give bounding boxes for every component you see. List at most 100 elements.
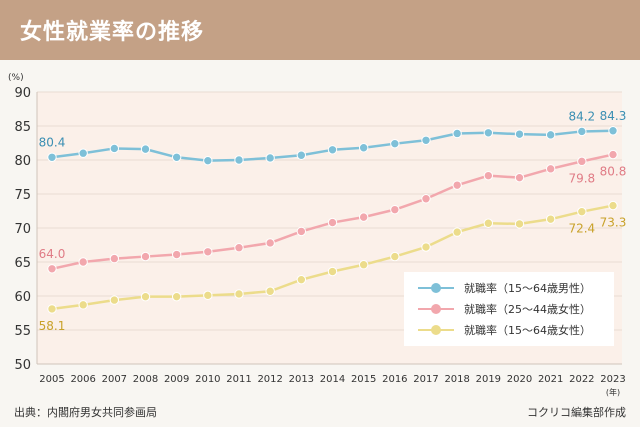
data-point bbox=[47, 152, 57, 162]
data-point bbox=[421, 135, 431, 145]
data-point bbox=[203, 247, 213, 257]
x-tick-label: 2017 bbox=[413, 374, 438, 385]
y-tick-label: 75 bbox=[14, 188, 31, 203]
data-point bbox=[296, 274, 307, 285]
line-chart: 50 55 60 65 70 75 80 85 90 (%) 2005 2006 2007 2008 200… bbox=[0, 60, 640, 400]
y-tick-label: 80 bbox=[14, 154, 31, 169]
data-point bbox=[265, 153, 275, 163]
data-point bbox=[234, 155, 244, 165]
data-point bbox=[545, 214, 556, 224]
x-tick-label: 2007 bbox=[102, 374, 127, 385]
data-point bbox=[265, 238, 275, 248]
page-title: 女性就業率の推移 bbox=[20, 20, 205, 45]
legend-swatch bbox=[418, 303, 454, 315]
x-tick-label: 2010 bbox=[195, 374, 220, 385]
x-tick-label: 2021 bbox=[538, 374, 563, 385]
legend-swatch bbox=[418, 324, 454, 336]
data-point bbox=[421, 194, 431, 204]
data-label: 79.8 bbox=[568, 171, 595, 185]
legend: 就職率（15～64歳男性） 就職率（25～44歳女性） 就職率（15～64歳女性… bbox=[404, 272, 614, 346]
source-note: 出典：内閣府男女共同参画局 bbox=[14, 406, 157, 419]
data-label: 72.4 bbox=[568, 222, 595, 236]
x-tick-label: 2008 bbox=[133, 374, 158, 385]
data-point bbox=[514, 129, 525, 139]
y-tick-label: 60 bbox=[14, 290, 31, 305]
data-point bbox=[109, 295, 120, 305]
data-point bbox=[608, 126, 618, 136]
data-point bbox=[390, 138, 400, 149]
data-point bbox=[514, 219, 525, 229]
y-tick-label: 50 bbox=[14, 358, 31, 373]
data-point bbox=[327, 266, 338, 277]
x-tick-label: 2013 bbox=[289, 374, 314, 385]
y-tick-label: 90 bbox=[14, 86, 31, 101]
x-axis-unit: (年) bbox=[606, 387, 620, 397]
legend-dot bbox=[431, 283, 441, 293]
data-point bbox=[452, 180, 462, 190]
data-point bbox=[78, 257, 88, 267]
data-point bbox=[514, 172, 525, 183]
data-point bbox=[327, 217, 338, 228]
data-point bbox=[483, 218, 494, 228]
legend-label: 就職率（15～64歳女性） bbox=[464, 324, 591, 337]
legend-item: 就職率（25～44歳女性） bbox=[418, 299, 591, 319]
data-point bbox=[234, 289, 244, 299]
title-banner: 女性就業率の推移 bbox=[0, 0, 640, 60]
data-point bbox=[608, 149, 618, 160]
data-point bbox=[171, 291, 182, 302]
x-tick-label: 2023 bbox=[600, 374, 625, 385]
legend-dot bbox=[431, 304, 441, 314]
data-label: 64.0 bbox=[39, 247, 66, 261]
y-tick-label: 55 bbox=[14, 324, 31, 339]
x-tick-label: 2015 bbox=[351, 374, 376, 385]
data-point bbox=[203, 155, 213, 166]
x-tick-label: 2006 bbox=[70, 374, 95, 385]
data-point bbox=[577, 206, 587, 217]
legend-label: 就職率（15～64歳男性） bbox=[464, 282, 591, 295]
data-point bbox=[47, 304, 57, 314]
data-label: 84.3 bbox=[600, 109, 627, 123]
data-point bbox=[296, 150, 307, 160]
data-point bbox=[327, 145, 338, 155]
data-point bbox=[483, 170, 494, 181]
data-point bbox=[452, 227, 462, 237]
data-label: 80.4 bbox=[39, 135, 66, 149]
x-tick-label: 2011 bbox=[226, 374, 251, 385]
data-point bbox=[577, 126, 587, 137]
data-point bbox=[390, 204, 400, 215]
x-tick-label: 2020 bbox=[507, 374, 532, 385]
data-point bbox=[545, 130, 556, 140]
data-label: 58.1 bbox=[39, 319, 66, 333]
x-tick-label: 2022 bbox=[569, 374, 594, 385]
legend-dot bbox=[431, 325, 441, 335]
data-point bbox=[47, 264, 57, 274]
credit-note: コクリコ編集部作成 bbox=[527, 406, 626, 419]
legend-item: 就職率（15～64歳男性） bbox=[418, 278, 591, 298]
data-point bbox=[545, 164, 556, 174]
data-point bbox=[608, 200, 618, 211]
data-point bbox=[390, 251, 400, 262]
data-point bbox=[358, 143, 369, 153]
data-point bbox=[421, 242, 431, 252]
data-label: 84.2 bbox=[568, 109, 595, 123]
data-point bbox=[234, 243, 244, 253]
y-axis-unit: (%) bbox=[8, 73, 24, 83]
data-point bbox=[109, 143, 120, 154]
data-point bbox=[483, 128, 494, 138]
x-tick-label: 2019 bbox=[476, 374, 501, 385]
legend-item: 就職率（15～64歳女性） bbox=[418, 320, 591, 340]
x-tick-label: 2005 bbox=[39, 374, 64, 385]
data-point bbox=[265, 286, 275, 296]
data-point bbox=[358, 260, 369, 270]
data-point bbox=[203, 290, 213, 301]
y-tick-label: 85 bbox=[14, 120, 31, 135]
data-point bbox=[171, 249, 182, 260]
legend-swatch bbox=[418, 282, 454, 294]
data-point bbox=[78, 300, 88, 310]
y-tick-label: 70 bbox=[14, 222, 31, 237]
data-point bbox=[358, 212, 369, 222]
y-tick-label: 65 bbox=[14, 256, 31, 271]
data-point bbox=[452, 128, 462, 139]
data-label: 80.8 bbox=[600, 165, 627, 179]
x-tick-label: 2016 bbox=[382, 374, 407, 385]
